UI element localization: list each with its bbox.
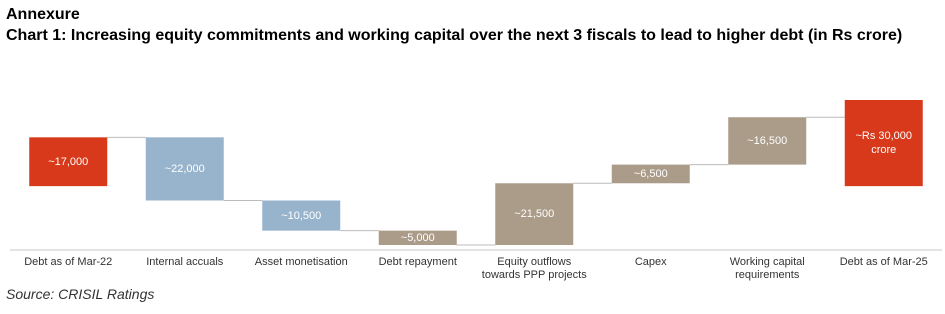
bar (844, 100, 923, 187)
bar (145, 137, 224, 201)
value-label: ~17,000 (48, 155, 89, 168)
bar (262, 200, 341, 231)
bar (29, 137, 108, 187)
x-tick-label: Asset monetisation (254, 256, 348, 268)
source: Source: CRISIL Ratings (6, 286, 155, 302)
x-tick-label: Internal accuals (146, 256, 224, 268)
x-tick-label: Debt as of Mar-22 (24, 256, 113, 268)
bar (611, 164, 690, 184)
chart-title: Chart 1: Increasing equity commitments a… (6, 27, 903, 44)
x-tick-label: Debt as of Mar-25 (839, 256, 928, 268)
x-tick-label: Working capital requirements (729, 256, 805, 281)
value-label: ~10,500 (281, 209, 322, 222)
x-tick-label: Equity outflows towards PPP projects (481, 256, 587, 281)
heading: Annexure (6, 6, 80, 23)
value-label: ~6,500 (633, 167, 668, 180)
value-label: ~16,500 (747, 134, 788, 147)
value-label: ~22,000 (164, 162, 205, 175)
x-tick-label: Capex (634, 256, 667, 268)
x-tick-label: Debt repayment (378, 256, 457, 268)
value-label: ~5,000 (400, 231, 435, 244)
value-label: ~Rs 30,000 crore (855, 130, 913, 157)
bar (728, 117, 807, 165)
bar (378, 230, 457, 245)
bar (495, 183, 574, 245)
value-label: ~21,500 (514, 208, 555, 221)
